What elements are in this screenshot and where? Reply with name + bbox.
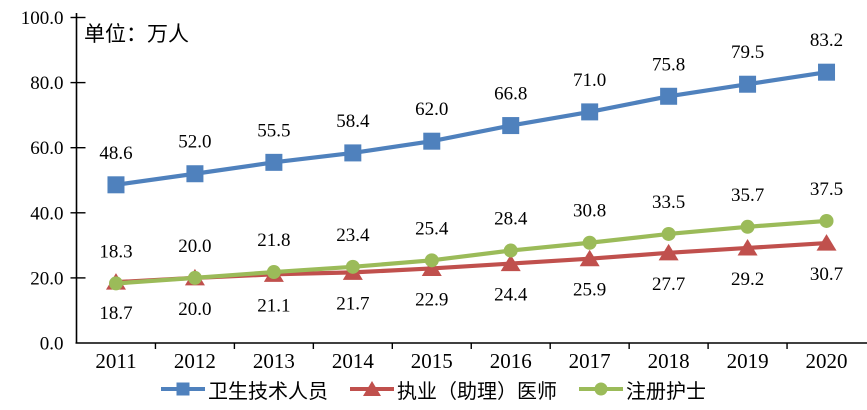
series-line-0	[115, 70, 827, 187]
square-marker	[344, 144, 362, 162]
value-label: 29.2	[731, 269, 764, 290]
circle-marker	[503, 243, 518, 258]
value-label: 52.0	[178, 132, 211, 153]
x-tick-label: 2017	[569, 349, 611, 372]
triangle-marker	[816, 234, 837, 251]
legend-label-health-technicians: 卫生技术人员	[208, 380, 328, 403]
value-label: 62.0	[415, 99, 448, 120]
y-tick-label: 40.0	[30, 203, 63, 224]
value-label: 75.8	[652, 54, 685, 75]
x-tick-label: 2012	[174, 349, 216, 372]
y-tick-label: 0.0	[40, 334, 64, 355]
value-label: 21.8	[257, 230, 290, 251]
triangle-marker	[421, 259, 442, 276]
plot-canvas: 0.0 20.0 40.0 60.0 80.0 100.0 2011 2012 2013 2014…	[21, 8, 867, 372]
triangle-marker	[658, 243, 679, 261]
value-label: 18.3	[99, 241, 132, 262]
triangle-marker	[500, 254, 521, 272]
square-marker-icon	[161, 382, 205, 396]
x-tick-label: 2016	[490, 349, 532, 372]
value-label: 30.8	[573, 201, 606, 222]
circle-marker	[661, 226, 676, 241]
x-tick-label: 2015	[411, 349, 453, 372]
circle-marker	[187, 270, 202, 285]
x-tick-label: 2011	[95, 349, 136, 372]
y-tick-label: 20.0	[30, 268, 63, 289]
value-label: 71.0	[573, 70, 606, 91]
value-label: 48.6	[99, 143, 132, 164]
circle-marker	[424, 253, 439, 268]
x-tick-label: 2019	[727, 349, 769, 372]
circle-marker	[345, 259, 360, 274]
y-tick-label: 60.0	[30, 138, 63, 159]
value-label: 55.5	[257, 120, 290, 141]
square-marker	[739, 75, 757, 93]
value-label: 25.4	[415, 218, 449, 239]
circle-marker-icon	[579, 382, 623, 396]
y-tick-label: 100.0	[21, 8, 64, 29]
x-tick-label: 2020	[806, 349, 848, 372]
square-marker	[581, 103, 599, 121]
x-tick-label: 2013	[253, 349, 295, 372]
value-label: 20.0	[178, 236, 211, 257]
legend-item-physicians: 执业（助理）医师	[350, 375, 557, 404]
value-label: 28.4	[494, 209, 528, 230]
chart-legend: 卫生技术人员 执业（助理）医师 注册护士	[0, 372, 867, 406]
value-label: 21.7	[336, 293, 369, 314]
value-label: 79.5	[731, 42, 764, 63]
value-label: 21.1	[257, 295, 290, 316]
value-label: 25.9	[573, 280, 606, 301]
legend-label-physicians: 执业（助理）医师	[397, 380, 557, 403]
value-label: 83.2	[810, 30, 843, 51]
y-tick-label: 80.0	[30, 73, 63, 94]
value-label: 30.7	[810, 264, 843, 285]
legend-label-registered-nurses: 注册护士	[626, 380, 706, 403]
legend-item-registered-nurses: 注册护士	[579, 375, 706, 404]
circle-marker	[582, 235, 597, 250]
square-marker	[107, 176, 125, 194]
value-label: 35.7	[731, 185, 764, 206]
unit-label: 单位：万人	[84, 22, 189, 46]
value-label: 33.5	[652, 192, 685, 213]
value-label: 66.8	[494, 84, 527, 105]
value-label: 27.7	[652, 274, 685, 295]
value-label: 58.4	[336, 111, 370, 132]
value-label: 20.0	[178, 299, 211, 320]
square-marker	[660, 87, 678, 105]
value-label: 18.7	[99, 303, 132, 324]
square-marker	[265, 153, 283, 171]
value-label: 22.9	[415, 289, 448, 310]
value-label: 23.4	[336, 225, 370, 246]
value-label: 37.5	[810, 179, 843, 200]
value-label: 24.4	[494, 285, 528, 306]
x-tick-label: 2018	[648, 349, 690, 372]
square-marker	[818, 63, 836, 81]
triangle-marker	[579, 249, 600, 267]
square-marker	[186, 165, 204, 183]
circle-marker	[819, 213, 834, 228]
circle-marker	[266, 265, 281, 280]
triangle-marker	[737, 238, 758, 256]
circle-marker	[108, 276, 123, 291]
x-tick-label: 2014	[332, 349, 375, 372]
triangle-marker-icon	[350, 381, 394, 396]
legend-item-health-technicians: 卫生技术人员	[161, 375, 328, 404]
series-line-2	[115, 218, 827, 286]
square-marker	[423, 132, 441, 150]
circle-marker	[740, 219, 755, 234]
square-marker	[502, 117, 520, 135]
